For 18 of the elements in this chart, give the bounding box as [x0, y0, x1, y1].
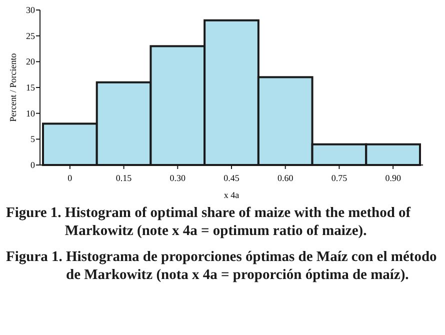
y-axis-title: Percent / Porciento: [8, 52, 18, 122]
y-tick-label: 5: [30, 134, 36, 144]
x-tick-label: 0.75: [331, 173, 348, 183]
x-tick-label: 0.15: [116, 173, 132, 183]
x-tick-label: 0.30: [170, 173, 186, 183]
x-tick-label: 0.45: [224, 173, 240, 183]
y-tick-label: 0: [30, 160, 36, 170]
y-tick-label: 25: [26, 30, 36, 41]
y-tick-label: 20: [26, 56, 36, 67]
y-tick-label: 10: [26, 108, 36, 118]
y-tick-label: 15: [26, 82, 36, 92]
x-tick-label: 0.60: [277, 173, 294, 183]
y-tick-label: 30: [26, 4, 36, 15]
text: Figura 1. Histograma de proporciones óptimas de Maíz con el método de Markowitz (nota x 4a = proporción óptima de maíz).: [6, 249, 437, 283]
x-tick-label: 0.90: [385, 173, 402, 183]
x-tick-label: 0: [68, 173, 73, 183]
x-axis-title: x 4a: [224, 190, 240, 200]
caption: Figure 1. Histogram of optimal share of maize with the method of Markowitz (note x 4a = optimum ratio of maize).: [6, 205, 411, 239]
